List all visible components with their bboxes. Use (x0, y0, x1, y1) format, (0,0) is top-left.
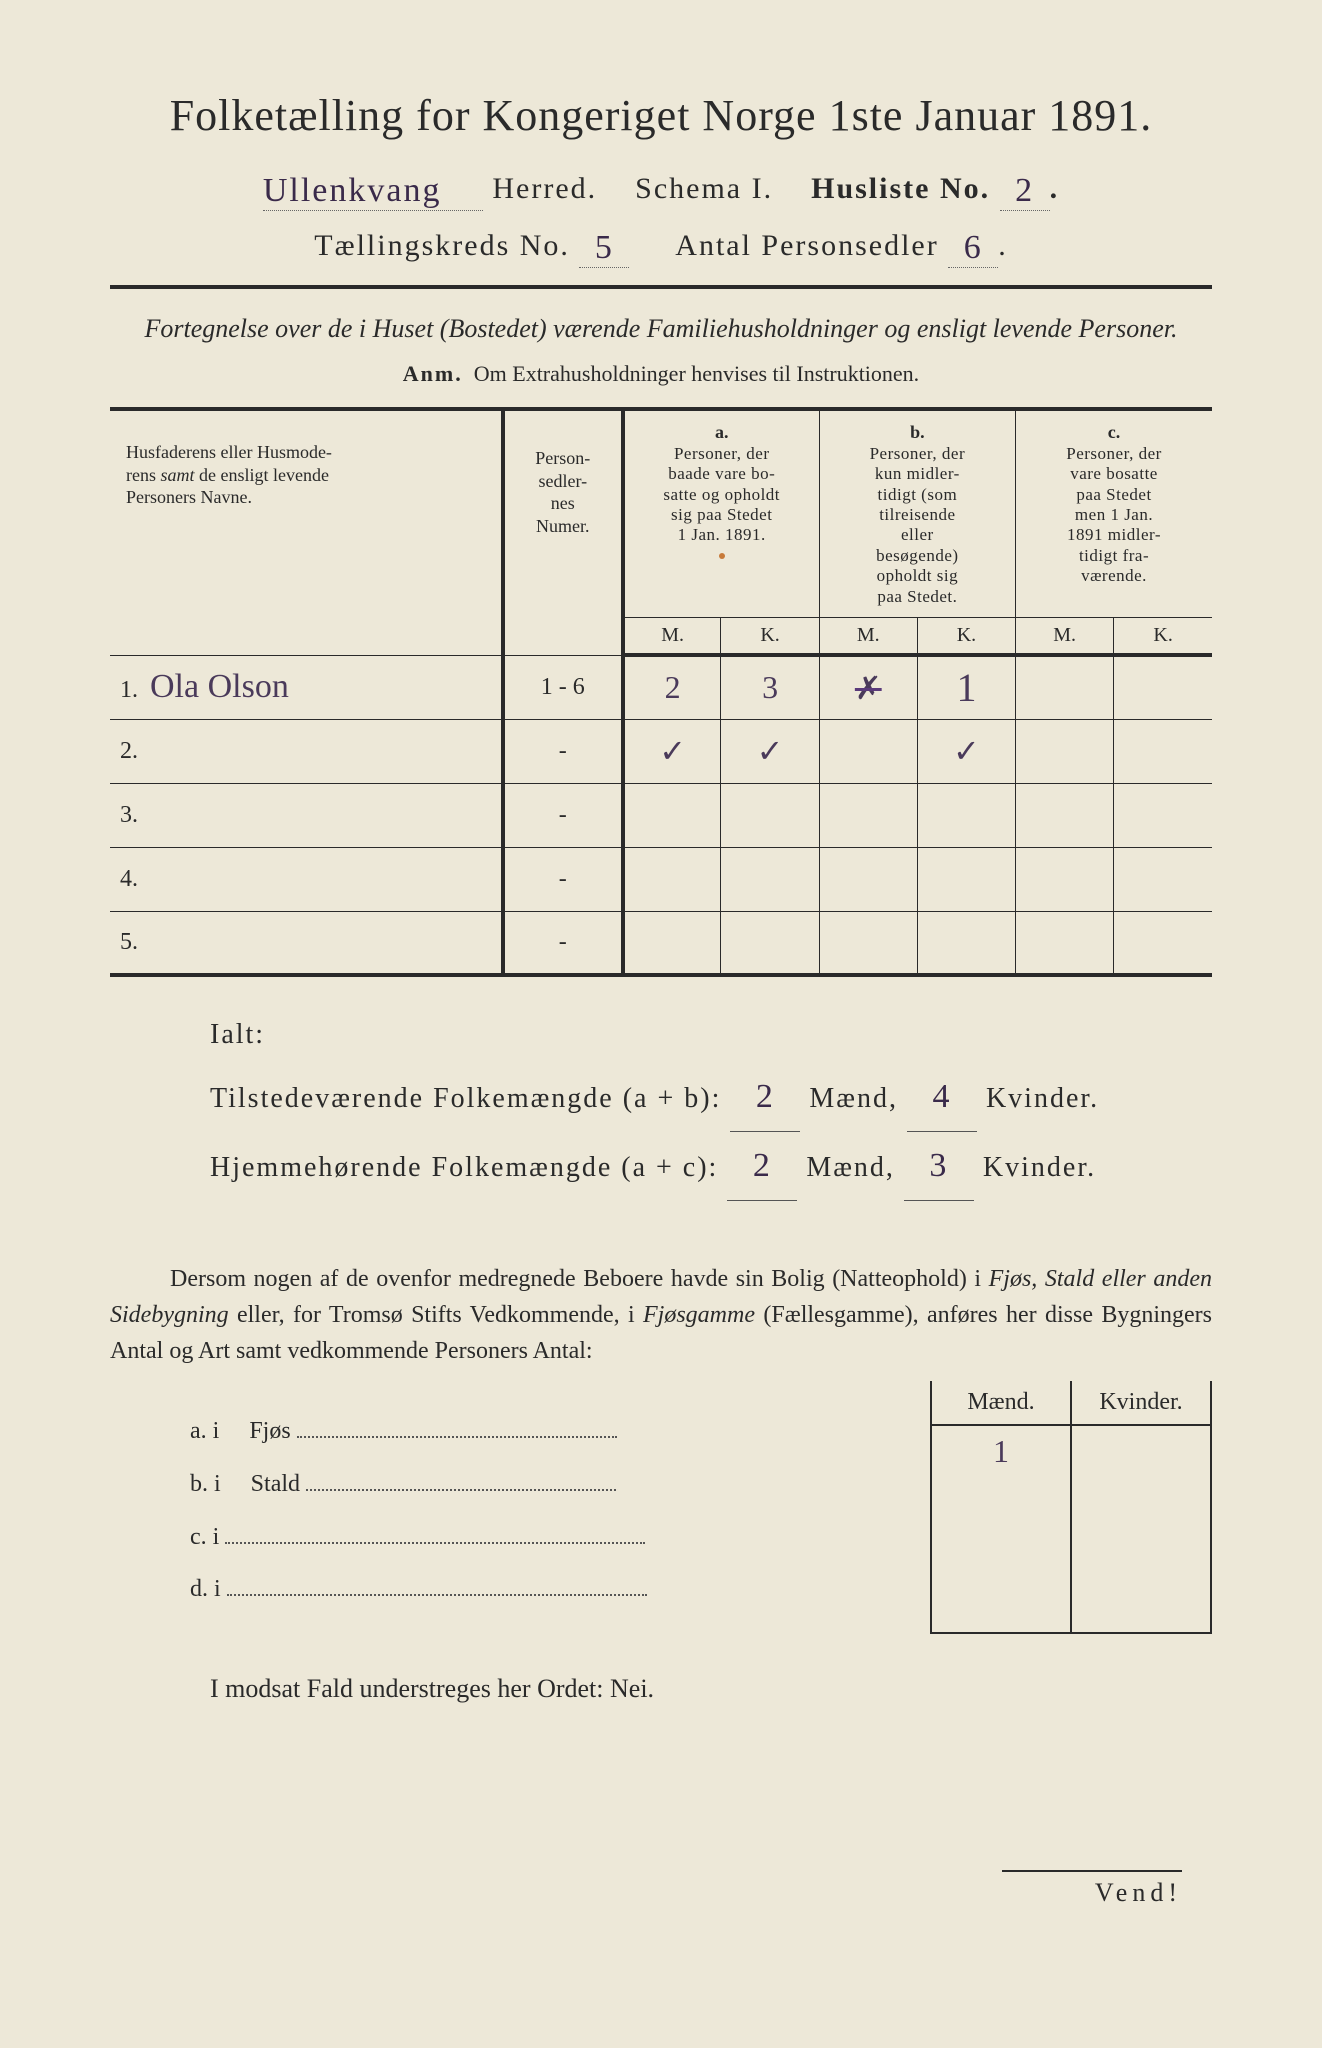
antal-label: Antal Personsedler (675, 229, 938, 262)
header-line-1: Ullenkvang Herred. Schema I. Husliste No… (110, 169, 1212, 208)
c-k: K. (1114, 618, 1212, 656)
col-b-header: b. Personer, derkun midler-tidigt (somti… (819, 409, 1015, 617)
side-row-c: c. i (190, 1511, 900, 1564)
totals-line-2: Hjemmehørende Folkemængde (a + c): 2 Mæn… (210, 1132, 1212, 1201)
husliste-label: Husliste No. (811, 172, 990, 205)
husliste-no: 2 (1000, 172, 1050, 211)
side-row-d: d. i (190, 1563, 900, 1616)
side-row-b: b. i Stald (190, 1458, 900, 1511)
c-m: M. (1016, 618, 1114, 656)
rule-1 (110, 285, 1212, 289)
vend-block: Vend! (1002, 1870, 1182, 1908)
page-title: Folketælling for Kongeriget Norge 1ste J… (110, 90, 1212, 141)
a-m: M. (623, 618, 721, 656)
row1-name: Ola Olson (150, 668, 289, 705)
table-row: 2. - ✓ ✓ ✓ (110, 719, 1212, 783)
vend-label: Vend! (1002, 1878, 1182, 1908)
mk-table: Mænd.Kvinder. 1 (930, 1381, 1212, 1634)
totals-line-1: Tilstedeværende Folkemængde (a + b): 2 M… (210, 1063, 1212, 1132)
antal-no: 6 (948, 229, 998, 268)
orange-dot-icon (719, 553, 725, 559)
anm-label: Anm. (403, 361, 463, 386)
b-m: M. (819, 618, 917, 656)
anm-text: Om Extrahusholdninger henvises til Instr… (474, 361, 919, 386)
table-row: 1. Ola Olson 1 - 6 2 3 ✗ 1 (110, 655, 1212, 719)
ialt-label: Ialt: (210, 1007, 1212, 1063)
footer-line: I modsat Fald understreges her Ordet: Ne… (110, 1674, 1212, 1704)
header-line-2: Tællingskreds No. 5 Antal Personsedler 6… (110, 226, 1212, 265)
table-row: 3. - (110, 783, 1212, 847)
col-numer-header: Person-sedler-nesNumer. (503, 409, 623, 655)
table-body: 1. Ola Olson 1 - 6 2 3 ✗ 1 2. - ✓ ✓ ✓ (110, 655, 1212, 975)
b-k: K. (917, 618, 1015, 656)
table-row: 4. - (110, 847, 1212, 911)
herred-handwritten: Ullenkvang (263, 172, 483, 211)
totals-block: Ialt: Tilstedeværende Folkemængde (a + b… (110, 1007, 1212, 1201)
kreds-no: 5 (579, 229, 629, 268)
col-c-header: c. Personer, dervare bosattepaa Stedetme… (1016, 409, 1212, 617)
a-k: K. (721, 618, 819, 656)
side-row-a: a. i Fjøs (190, 1405, 900, 1458)
side-list: a. i Fjøs b. i Stald c. i d. i (110, 1381, 900, 1616)
anm-line: Anm. Om Extrahusholdninger henvises til … (110, 361, 1212, 387)
census-form-page: Folketælling for Kongeriget Norge 1ste J… (0, 0, 1322, 2048)
main-table: Husfaderens eller Husmode-rens samt de e… (110, 407, 1212, 977)
kreds-label: Tællingskreds No. (314, 229, 570, 262)
mk-maend: Mænd. (931, 1381, 1071, 1425)
schema-label: Schema I. (635, 172, 773, 205)
herred-label: Herred. (492, 172, 597, 205)
side-section: a. i Fjøs b. i Stald c. i d. i Mænd.Kvin… (110, 1381, 1212, 1634)
vend-rule (1002, 1870, 1182, 1872)
col-names-header: Husfaderens eller Husmode-rens samt de e… (110, 409, 503, 655)
paragraph: Dersom nogen af de ovenfor medregnede Be… (110, 1261, 1212, 1369)
subtitle: Fortegnelse over de i Huset (Bostedet) v… (110, 311, 1212, 347)
mk-kvinder: Kvinder. (1071, 1381, 1211, 1425)
col-a-header: a. Personer, derbaade vare bo-satte og o… (623, 409, 819, 617)
table-row: 5. - (110, 911, 1212, 975)
